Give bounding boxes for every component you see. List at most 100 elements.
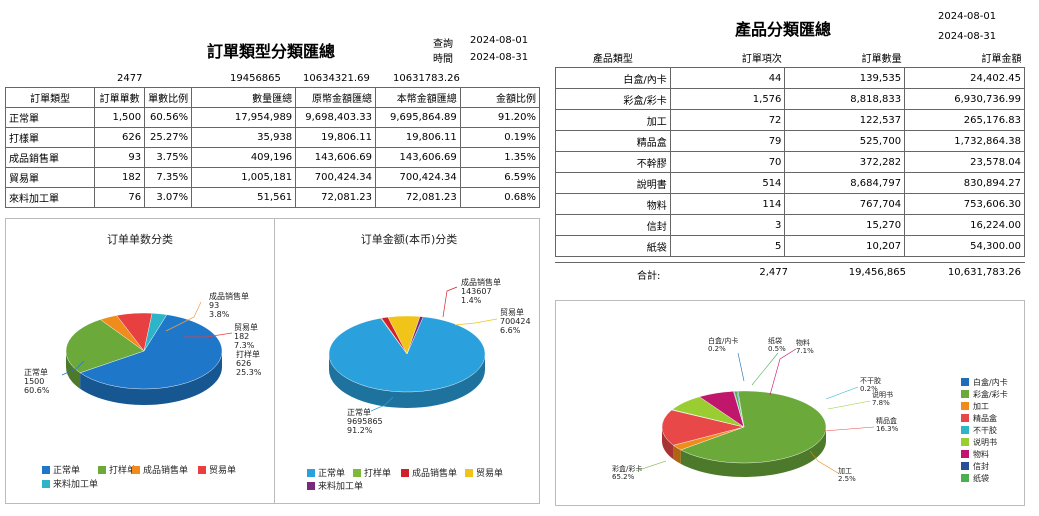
legend-swatch <box>132 466 140 474</box>
cell: 8,818,833 <box>784 88 906 110</box>
table-row: 來料加工單 76 3.07% 51,561 72,081.23 72,081.23 0.68… <box>4 187 541 208</box>
legend-label: 物料 <box>973 449 989 459</box>
total-amount: 10,631,783.26 <box>947 267 1021 278</box>
cell: 來料加工單 <box>4 187 96 208</box>
cell: 信封 <box>555 214 671 236</box>
time-label: 時間 <box>433 54 453 65</box>
cell: 打樣單 <box>4 127 96 148</box>
cell: 3.75% <box>144 147 193 168</box>
col-header: 數量匯總 <box>191 87 297 108</box>
cell: 0.19% <box>459 127 541 148</box>
table-header-row: 產品類型 訂單項次 訂單數量 訂單金額 <box>555 48 1025 68</box>
legend-label: 纸袋 <box>973 473 989 483</box>
table-row: 物料 114 767,704 753,606.30 <box>555 193 1025 215</box>
table-row: 彩盒/彩卡 1,576 8,818,833 6,930,736.99 <box>555 88 1025 110</box>
chart-panel-order-amount: 订单金额(本币)分类 正常单 9695865 91.2% 成品销售单 143607 1.4%… <box>274 218 540 504</box>
data-label: 60.6% <box>24 386 50 395</box>
cell: 72,081.23 <box>295 187 377 208</box>
pie-slice <box>733 390 745 428</box>
chart-title: 订单单数分类 <box>107 232 173 246</box>
legend-swatch <box>401 469 409 477</box>
cell: 409,196 <box>191 147 297 168</box>
total-orders: 2477 <box>117 73 143 84</box>
chart-panel-product: 白盒/内卡 0.2% 纸袋 0.5% 物料 7.1% 不干胶 0.2% 说明书 7.8% 精品盒 16… <box>555 300 1025 506</box>
legend-swatch <box>353 469 361 477</box>
table-row: 說明書 514 8,684,797 830,894.27 <box>555 172 1025 194</box>
cell: 1.35% <box>459 147 541 168</box>
cell: 525,700 <box>784 130 906 152</box>
legend-swatch <box>961 414 969 422</box>
data-label: 白盒/内卡 <box>708 336 738 345</box>
legend-swatch <box>961 462 969 470</box>
data-label: 143607 <box>461 287 492 296</box>
col-header: 訂單數量 <box>784 48 905 68</box>
total-items: 2,477 <box>759 267 788 278</box>
total-quantity: 19,456,865 <box>848 267 906 278</box>
legend-swatch <box>42 466 50 474</box>
leader-line <box>370 396 394 412</box>
pie-slice-side <box>662 427 674 460</box>
leader-line <box>61 360 85 376</box>
cell: 1,732,864.38 <box>904 130 1025 152</box>
data-label: 2.5% <box>838 475 856 483</box>
pie-slice <box>143 312 168 352</box>
cell: 物料 <box>555 193 671 215</box>
legend-swatch <box>961 378 969 386</box>
table-row: 打樣單 626 25.27% 35,938 19,806.11 19,806.11 0.19… <box>4 127 541 148</box>
cell: 23,578.04 <box>904 151 1025 173</box>
cell: 彩盒/彩卡 <box>555 88 671 110</box>
cell: 143,606.69 <box>295 147 377 168</box>
total-divider <box>555 262 1025 263</box>
cell: 25.27% <box>144 127 193 148</box>
left-date-from: 2024-08-01 <box>470 35 529 46</box>
data-label: 626 <box>236 359 251 368</box>
leader-line <box>769 348 797 396</box>
product-pie-chart: 白盒/内卡0.2%纸袋0.5%物料7.1%不干胶0.2%说明书7.8%精品盒16… <box>612 336 1008 483</box>
cell: 8,684,797 <box>784 172 906 194</box>
cell: 91.20% <box>459 107 541 128</box>
cell: 正常單 <box>4 107 96 128</box>
col-header: 原幣金額匯總 <box>295 87 377 108</box>
data-label: 25.3% <box>236 368 262 377</box>
cell: 17,954,989 <box>191 107 297 128</box>
leader-line <box>823 426 875 432</box>
data-label: 6.6% <box>500 326 521 335</box>
data-label: 正常单 <box>24 367 48 377</box>
data-label: 7.8% <box>872 399 890 407</box>
data-label: 3.8% <box>209 310 230 319</box>
cell: 514 <box>669 172 786 194</box>
data-label: 贸易单 <box>234 322 258 332</box>
col-header: 訂單項次 <box>670 48 785 68</box>
legend-label: 精品盒 <box>973 413 997 423</box>
pie-slice <box>406 316 424 355</box>
table-row: 貿易單 182 7.35% 1,005,181 700,424.34 700,424.34… <box>4 167 541 188</box>
data-label: 7.3% <box>234 341 255 350</box>
cell: 6.59% <box>459 167 541 188</box>
cell: 753,606.30 <box>904 193 1025 215</box>
pie-slice <box>79 314 223 390</box>
pie-slice <box>680 390 827 464</box>
table-row: 成品銷售單 93 3.75% 409,196 143,606.69 143,606.69 1… <box>4 147 541 168</box>
left-title: 訂單類型分類匯總 <box>207 42 336 61</box>
cell: 6,930,736.99 <box>904 88 1025 110</box>
legend-label: 白盒/内卡 <box>973 377 1008 387</box>
legend-label: 贸易单 <box>476 467 503 479</box>
table-row: 不幹膠 70 372,282 23,578.04 <box>555 151 1025 173</box>
cell: 1,576 <box>669 88 786 110</box>
data-label: 1.4% <box>461 296 482 305</box>
cell: 626 <box>94 127 146 148</box>
cell: 72,081.23 <box>375 187 461 208</box>
col-header: 本幣金額匯總 <box>375 87 461 108</box>
data-label: 正常单 <box>347 407 371 417</box>
right-date-from: 2024-08-01 <box>938 11 997 22</box>
cell: 7.35% <box>144 167 193 188</box>
order-amount-pie-chart: 订单金额(本币)分类正常单969586591.2%成品销售单1436071.4%… <box>307 232 531 492</box>
product-table: 產品類型 訂單項次 訂單數量 訂單金額 白盒/內卡 44 139,535 24,402… <box>555 48 1025 257</box>
table-row: 信封 3 15,270 16,224.00 <box>555 214 1025 236</box>
cell: 19,806.11 <box>375 127 461 148</box>
legend-label: 打样单 <box>109 464 136 476</box>
right-title: 產品分類匯總 <box>735 20 832 39</box>
table-header-row: 訂單類型 訂單單數 單數比例 數量匯總 原幣金額匯總 本幣金額匯總 金額比例 <box>4 87 541 108</box>
data-label: 7.1% <box>796 347 814 355</box>
query-label: 查詢 <box>433 39 453 50</box>
